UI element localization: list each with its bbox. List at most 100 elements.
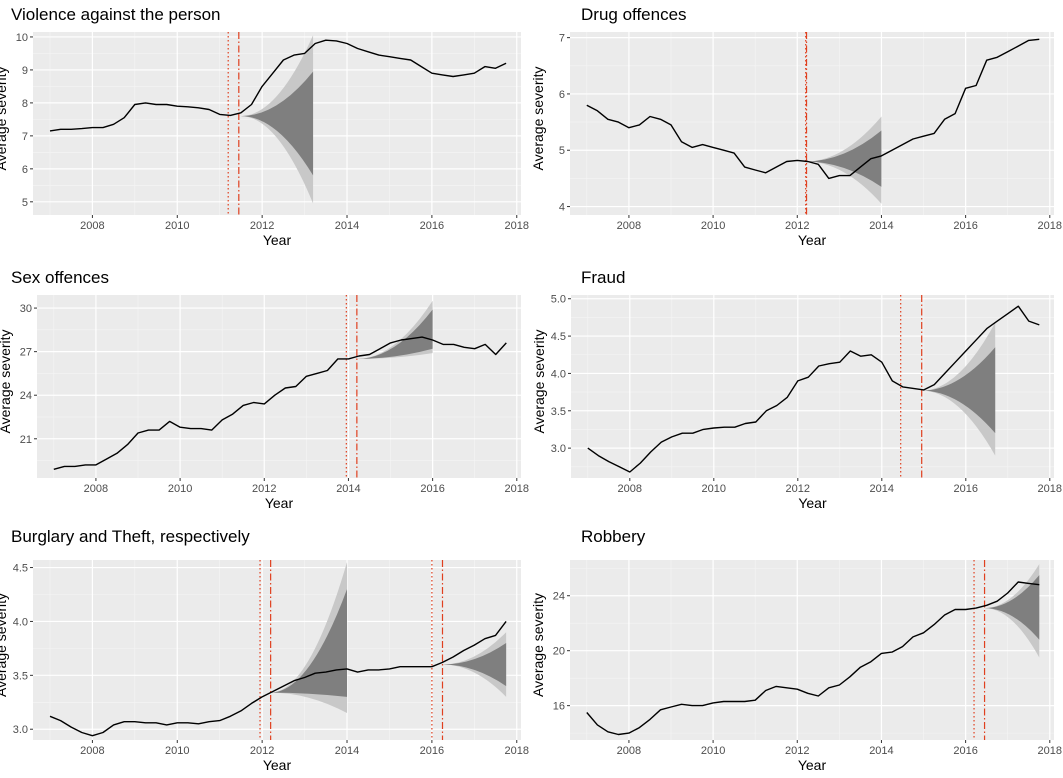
x-tick-label: 2018 [505, 483, 529, 495]
x-axis-title: Year [798, 757, 827, 773]
panel-title: Sex offences [11, 268, 109, 287]
x-tick-label: 2016 [420, 220, 444, 232]
x-tick-label: 2008 [618, 483, 642, 495]
x-tick-label: 2010 [702, 483, 726, 495]
y-tick-label: 4.5 [551, 331, 566, 343]
y-tick-label: 16 [553, 701, 565, 713]
forecast-band-inner [240, 71, 314, 176]
x-tick-label: 2012 [786, 483, 810, 495]
y-tick-label: 5 [559, 145, 565, 157]
x-tick-label: 2008 [80, 745, 104, 757]
y-tick-label: 3.5 [13, 670, 28, 682]
x-tick-label: 2016 [420, 745, 444, 757]
x-tick-label: 2008 [84, 483, 108, 495]
panel-background [570, 32, 1054, 215]
y-tick-label: 6 [559, 89, 565, 101]
y-tick-label: 10 [16, 32, 28, 44]
x-tick-label: 2014 [869, 220, 893, 232]
y-tick-label: 21 [20, 434, 32, 446]
x-tick-label: 2010 [165, 745, 189, 757]
x-tick-label: 2008 [617, 220, 641, 232]
y-tick-label: 27 [20, 347, 32, 359]
x-axis-title: Year [798, 232, 827, 248]
y-tick-label: 9 [22, 65, 28, 77]
x-tick-label: 2010 [168, 483, 192, 495]
x-axis-title: Year [263, 757, 292, 773]
y-tick-label: 6 [22, 164, 28, 176]
series-line [586, 38, 1040, 180]
y-tick-label: 3.5 [551, 406, 566, 418]
series-line [586, 581, 1040, 736]
x-tick-label: 2016 [953, 745, 977, 757]
x-tick-label: 2012 [785, 745, 809, 757]
y-tick-label: 8 [22, 98, 28, 110]
y-axis-title: Average severity [531, 329, 547, 433]
x-tick-label: 2010 [701, 220, 725, 232]
x-tick-label: 2012 [250, 745, 274, 757]
series-line [49, 39, 507, 132]
y-axis-title: Average severity [0, 329, 13, 433]
x-tick-label: 2018 [1038, 483, 1062, 495]
y-tick-label: 5.0 [551, 294, 566, 306]
forecast-band-inner [270, 589, 348, 697]
y-tick-label: 24 [20, 390, 32, 402]
x-axis-title: Year [265, 495, 294, 511]
y-tick-label: 30 [20, 303, 32, 315]
panel-3: Sex offences 2008 2010 2012 2014 2016 2018 21 24… [0, 268, 529, 511]
series-line [587, 305, 1040, 473]
series-line [53, 336, 507, 470]
y-axis-title: Average severity [0, 593, 9, 697]
panel-title: Burglary and Theft, respectively [11, 527, 250, 546]
y-tick-label: 4 [559, 202, 565, 214]
y-tick-label: 4.0 [551, 368, 566, 380]
y-tick-label: 7 [22, 131, 28, 143]
x-axis-title: Year [798, 495, 827, 511]
panel-background [37, 295, 521, 478]
y-tick-label: 4.5 [13, 563, 28, 575]
y-axis-title: Average severity [530, 593, 546, 697]
series-line [49, 620, 507, 737]
forecast-band-inner [805, 130, 882, 187]
x-tick-label: 2012 [785, 220, 809, 232]
x-tick-label: 2012 [250, 220, 274, 232]
x-tick-label: 2014 [336, 483, 360, 495]
x-tick-label: 2018 [1038, 745, 1062, 757]
x-tick-label: 2008 [617, 745, 641, 757]
y-tick-label: 24 [553, 591, 565, 603]
x-tick-label: 2018 [1038, 220, 1062, 232]
y-tick-label: 4.0 [13, 616, 28, 628]
y-tick-label: 20 [553, 646, 565, 658]
panel-title: Fraud [581, 268, 625, 287]
panel-title: Robbery [581, 527, 646, 546]
x-tick-label: 2018 [505, 220, 529, 232]
y-axis-title: Average severity [0, 66, 9, 170]
panel-background [570, 560, 1054, 740]
x-tick-label: 2014 [335, 745, 359, 757]
x-axis-title: Year [263, 232, 292, 248]
x-tick-label: 2012 [252, 483, 276, 495]
forecast-band-inner [442, 642, 507, 687]
panel-title: Drug offences [581, 5, 687, 24]
panel-1: Violence against the person 2008 2010 2012 2… [0, 5, 529, 248]
forecast-band-inner [356, 309, 433, 359]
x-tick-label: 2018 [505, 745, 529, 757]
y-tick-label: 7 [559, 33, 565, 45]
panel-2: Drug offences 2008 2010 2012 2014 2016 2018 4 5 6… [530, 5, 1062, 248]
y-tick-label: 5 [22, 197, 28, 209]
y-tick-label: 3.0 [13, 724, 28, 736]
panel-background [33, 560, 521, 740]
forecast-band-inner [921, 347, 996, 434]
x-tick-label: 2014 [869, 745, 893, 757]
panel-6: Robbery 2008 2010 2012 2014 2016 2018 16 20 24 Yea… [530, 527, 1062, 773]
forecast-band-inner [984, 575, 1040, 640]
panel-title: Violence against the person [11, 5, 221, 24]
panel-4: Fraud 2008 2010 2012 2014 2016 2018 3.0 3.5 4.0 4.… [531, 268, 1062, 511]
x-tick-label: 2016 [420, 483, 444, 495]
panel-5: Burglary and Theft, respectively 2008 2010… [0, 527, 529, 773]
x-tick-label: 2010 [165, 220, 189, 232]
x-tick-label: 2014 [335, 220, 359, 232]
x-tick-label: 2010 [701, 745, 725, 757]
y-tick-label: 3.0 [551, 443, 566, 455]
